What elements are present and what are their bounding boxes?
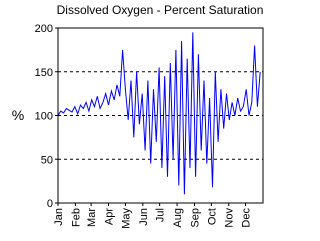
- x-tick-label: May: [120, 208, 132, 229]
- chart: Dissolved Oxygen - Percent Saturation % …: [12, 3, 264, 229]
- data-line: [57, 32, 261, 195]
- x-tick-label: Jan: [53, 208, 65, 226]
- x-tick-label: Dec: [241, 208, 253, 228]
- chart-title: Dissolved Oxygen - Percent Saturation: [57, 3, 264, 17]
- x-tick-label: Aug: [172, 208, 184, 228]
- plot-frame: [57, 27, 264, 204]
- y-axis-label: %: [12, 107, 24, 123]
- x-tick-label: Jul: [155, 208, 167, 222]
- x-tick-label: Nov: [224, 208, 236, 228]
- y-tick-label: 200: [35, 23, 53, 35]
- y-tick-label: 0: [47, 198, 53, 210]
- x-tick-label: Sep: [189, 208, 201, 228]
- x-tick-label: Apr: [104, 208, 116, 225]
- y-tick-label: 150: [35, 67, 53, 79]
- x-tick-label: Mar: [86, 208, 98, 227]
- y-tick-label: 50: [41, 154, 53, 166]
- x-tick-label: Feb: [70, 208, 82, 227]
- y-tick-label: 100: [35, 111, 53, 123]
- x-tick-label: Oct: [206, 208, 218, 225]
- x-tick-label: Jun: [138, 208, 150, 226]
